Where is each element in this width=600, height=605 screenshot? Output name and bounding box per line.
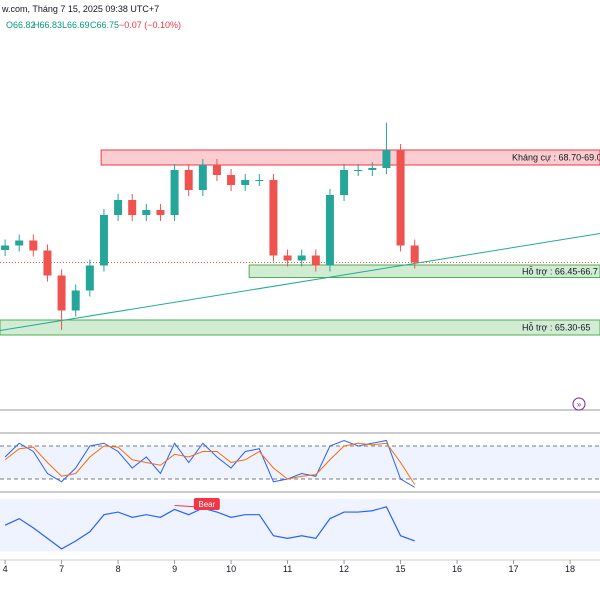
candle-body xyxy=(99,215,108,266)
annotation-box xyxy=(193,498,220,510)
stoch-line xyxy=(4,442,416,485)
candle-body xyxy=(212,165,221,175)
candle-body xyxy=(170,170,179,215)
candle-body xyxy=(297,255,306,261)
x-tick-label: 12 xyxy=(339,564,349,574)
candle-body xyxy=(184,170,193,190)
header-source: w.com, Tháng 7 15, 2025 09:38 UTC+7 xyxy=(1,4,159,14)
x-tick-label: 11 xyxy=(283,564,292,574)
trendline xyxy=(0,233,600,331)
x-tick-label: 10 xyxy=(226,564,236,574)
x-tick-label: 16 xyxy=(452,564,462,574)
candle-body xyxy=(142,210,151,215)
candle-body xyxy=(255,180,264,181)
header-open: O66.82 xyxy=(6,20,36,30)
zone xyxy=(100,149,600,166)
zone-label: Hỗ trợ : 65.30-65 xyxy=(522,323,590,333)
candle-body xyxy=(354,170,363,171)
x-tick-label: 8 xyxy=(116,564,121,574)
x-tick-label: 7 xyxy=(59,564,64,574)
header-change: −0.07 (−0.10%) xyxy=(119,20,181,30)
x-tick-label: 4 xyxy=(3,564,8,574)
candle-body xyxy=(57,275,66,311)
candle-body xyxy=(114,200,123,215)
candle-body xyxy=(71,290,80,311)
annotation: Bear xyxy=(198,500,215,509)
candle-body xyxy=(15,240,24,246)
candle-body xyxy=(128,200,137,215)
x-tick-label: 9 xyxy=(172,564,177,574)
stoch-line xyxy=(4,439,415,488)
zone xyxy=(0,319,600,336)
candle-body xyxy=(311,255,320,266)
header-close: C66.75 xyxy=(90,20,119,30)
candle-body xyxy=(227,175,236,185)
header-low: L66.69 xyxy=(62,20,90,30)
candle-body xyxy=(29,240,38,251)
candle-body xyxy=(325,195,334,266)
candle-body xyxy=(156,210,165,215)
candle-body xyxy=(340,170,349,195)
zone-label: Kháng cự : 68.70-69.0 xyxy=(512,153,600,163)
candle-body xyxy=(396,150,405,246)
band-fill xyxy=(0,498,600,552)
zone-label: Hỗ trợ : 66.45-66.7 xyxy=(522,266,598,276)
x-tick-label: 15 xyxy=(396,564,406,574)
candle-body xyxy=(269,180,278,256)
rsi-line xyxy=(4,506,415,550)
scroll-icon[interactable]: » xyxy=(577,400,582,409)
candle-body xyxy=(368,168,377,170)
candle-body xyxy=(283,255,292,261)
scroll-button[interactable] xyxy=(572,397,586,411)
candle-body xyxy=(85,265,94,291)
candle-body xyxy=(1,245,10,250)
candle-body xyxy=(43,250,52,276)
band-fill xyxy=(0,446,600,479)
candle-body xyxy=(198,165,207,190)
x-tick-label: 17 xyxy=(509,564,519,574)
candle-body xyxy=(241,180,250,185)
candle-body xyxy=(382,150,391,168)
candle-body xyxy=(410,245,419,263)
x-tick-label: 18 xyxy=(565,564,575,574)
header-high: H66.83 xyxy=(33,20,62,30)
